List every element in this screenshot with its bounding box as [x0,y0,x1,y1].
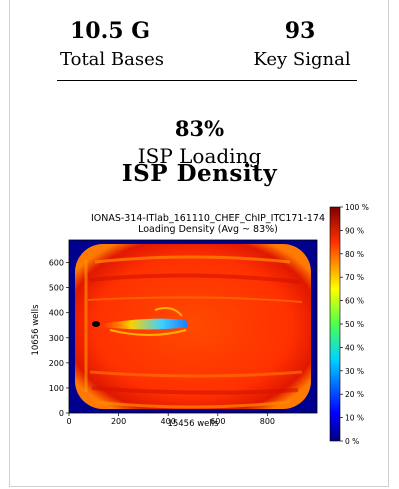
y-tick-label: 600 [49,259,64,268]
density-band [89,273,301,284]
plot-frame [68,239,318,414]
chart-subtitle: Loading Density (Avg ~ 83%) [138,224,278,235]
inlet-streak [100,318,188,330]
density-band [91,386,299,395]
density-band [87,296,303,303]
section-title: ISP Density [121,160,278,187]
chart-title: IONAS-314-ITlab_161110_CHEF_ChIP_ITC171-… [90,213,326,224]
colorbar-tick-label: 10 % [345,414,364,423]
density-band [89,370,303,378]
chart-title-block: IONAS-314-ITlab_161110_CHEF_ChIP_ITC171-… [58,213,358,235]
key-signal-label: Key Signal [253,49,351,70]
colorbar-tick-label: 40 % [345,343,364,352]
colorbar-ticks: 0 % 10 % 20 % 30 % 40 % 50 % 60 % 70 % 80 % 90 % 1… [340,203,369,446]
y-tick-label: 100 [49,384,64,393]
colorbar-tick-label: 30 % [345,367,364,376]
colorbar-tick-label: 0 % [345,437,359,446]
y-tick-label: 200 [49,359,64,368]
colorbar-tick-label: 100 % [345,203,369,212]
chip-area [75,244,311,409]
y-tick-label: 500 [49,284,64,293]
x-tick-label: 0 [66,417,71,426]
x-tick-label: 400 [161,417,176,426]
colorbar-tick-label: 90 % [345,226,364,235]
density-band [94,255,291,264]
divider [57,80,357,81]
inlet-port [92,321,100,327]
colorbar-tick-label: 80 % [345,250,364,259]
y-ticks: 0 100 200 300 400 500 600 [49,259,69,418]
colorbar-tick-label: 70 % [345,273,364,282]
inlet-streak-edge [154,307,183,317]
y-tick-label: 300 [49,334,64,343]
isp-loading-value: 83% [174,116,225,141]
key-signal-value: 93 [284,18,316,44]
x-ticks: 0 200 400 600 800 [66,413,275,426]
colorbar-tick-label: 50 % [345,320,364,329]
isp-loading-label: ISP Loading [137,144,262,168]
y-tick-label: 0 [59,409,64,418]
colorbar [329,206,341,442]
x-tick-label: 600 [210,417,225,426]
inlet-streak-edge [109,329,187,336]
x-tick-label: 800 [260,417,275,426]
colorbar-tick-label: 60 % [345,297,364,306]
density-band [94,400,291,409]
y-axis-label: 10656 wells [31,304,41,356]
x-axis-label: 15456 wells [167,419,219,429]
total-bases-value: 10.5 G [69,18,151,44]
x-tick-label: 200 [111,417,126,426]
y-tick-label: 400 [49,309,64,318]
colorbar-tick-label: 20 % [345,390,364,399]
total-bases-label: Total Bases [60,49,164,70]
